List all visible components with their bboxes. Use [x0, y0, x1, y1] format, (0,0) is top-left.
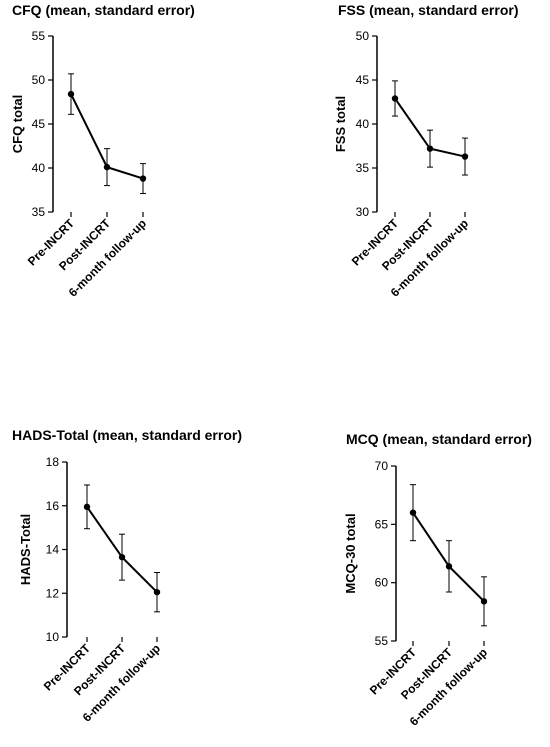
chart-panel-1: CFQ (mean, standard error) 35 40 45 50 55 CFQ … [10, 2, 195, 300]
chart-title: CFQ (mean, standard error) [12, 2, 195, 18]
y-tick-label: 60 [375, 576, 389, 590]
chart-panel-4: MCQ (mean, standard error) 55 60 65 70 MCQ-30… [343, 431, 532, 729]
data-point [103, 163, 111, 171]
y-tick-label: 45 [356, 73, 370, 87]
y-tick-label: 35 [356, 161, 370, 175]
y-axis-label: CFQ total [10, 95, 25, 154]
y-tick-label: 30 [356, 205, 370, 219]
chart-title: MCQ (mean, standard error) [346, 431, 532, 447]
y-tick-label: 14 [46, 543, 60, 557]
y-tick-label: 55 [32, 29, 46, 43]
data-point [409, 509, 417, 516]
chart-title: FSS (mean, standard error) [338, 2, 519, 18]
chart-panel-2: FSS (mean, standard error) 30 35 40 45 50 FSS … [333, 2, 519, 300]
y-tick-label: 45 [32, 117, 46, 131]
y-tick-label: 50 [356, 29, 370, 43]
data-point [118, 553, 126, 561]
data-point [153, 588, 161, 596]
y-tick-label: 18 [46, 455, 60, 469]
y-axis-label: FSS total [333, 96, 348, 152]
data-point [391, 95, 399, 102]
chart-title: HADS-Total (mean, standard error) [12, 427, 242, 443]
y-tick-label: 40 [32, 161, 46, 175]
data-point [461, 153, 469, 160]
data-point [83, 503, 91, 511]
y-tick-label: 50 [32, 73, 46, 87]
y-tick-label: 70 [375, 459, 389, 473]
y-tick-label: 65 [375, 517, 389, 531]
y-tick-label: 55 [375, 634, 389, 648]
data-point [480, 598, 488, 605]
y-tick-label: 35 [32, 205, 46, 219]
y-axis-label: HADS-Total [18, 514, 33, 585]
data-point [445, 563, 453, 570]
y-tick-label: 16 [46, 499, 60, 513]
data-point [67, 90, 75, 98]
y-tick-label: 10 [46, 630, 60, 644]
y-axis-label: MCQ-30 total [343, 513, 358, 593]
y-tick-label: 12 [46, 586, 60, 600]
data-point [139, 175, 147, 182]
y-tick-label: 40 [356, 117, 370, 131]
data-point [426, 145, 434, 152]
chart-panel-3: HADS-Total (mean, standard error) 10 12 14 1… [12, 427, 242, 725]
